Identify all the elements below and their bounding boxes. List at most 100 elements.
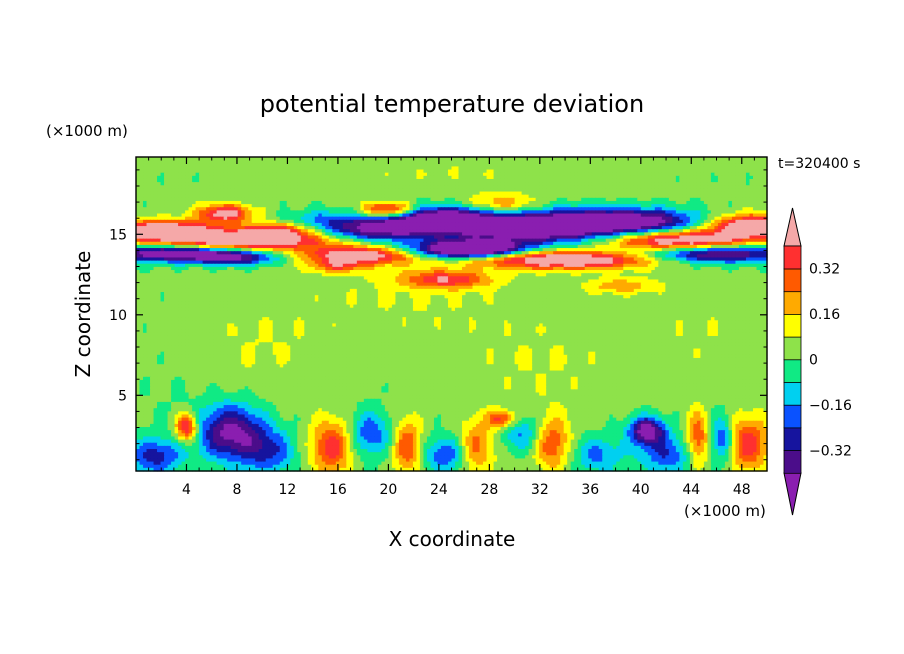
field-cell <box>665 166 670 171</box>
field-cell <box>269 188 274 193</box>
field-cell <box>616 166 621 171</box>
field-cell <box>626 157 631 161</box>
field-cell <box>143 178 148 183</box>
field-cell <box>651 166 656 171</box>
field-cell <box>367 175 372 180</box>
field-cell <box>447 191 453 196</box>
field-cell <box>640 191 645 196</box>
field-cell <box>150 157 155 161</box>
field-cell <box>511 163 516 168</box>
field-cell <box>724 157 730 161</box>
field-cell <box>342 172 347 177</box>
field-cell <box>637 169 642 174</box>
field-cell <box>164 163 169 168</box>
field-cell <box>388 157 393 161</box>
field-cell <box>188 157 193 161</box>
field-cell <box>532 163 537 168</box>
field-cell <box>195 178 200 183</box>
field-cell <box>759 175 765 180</box>
field-cell <box>763 178 768 183</box>
chart-title: potential temperature deviation <box>260 90 644 118</box>
field-cell <box>244 172 249 177</box>
field-cell <box>206 182 211 186</box>
field-cell <box>440 160 446 164</box>
field-cell <box>332 182 337 186</box>
field-cell <box>556 182 561 186</box>
field-cell <box>616 185 621 189</box>
field-cell <box>728 178 733 183</box>
field-cell <box>738 166 744 171</box>
field-cell <box>542 157 547 161</box>
field-cell <box>668 157 673 161</box>
field-cell <box>293 178 298 183</box>
field-cell <box>447 166 453 171</box>
field-cell <box>370 175 375 180</box>
field-cell <box>321 172 326 177</box>
field-cell <box>609 188 614 193</box>
field-cell <box>136 185 141 189</box>
field-cell <box>209 175 214 180</box>
field-cell <box>171 172 176 177</box>
field-cell <box>595 185 600 189</box>
field-cell <box>598 182 603 186</box>
field-cell <box>749 163 754 168</box>
field-cell <box>598 178 603 183</box>
field-cell <box>567 169 572 174</box>
field-cell <box>661 188 666 193</box>
field-cell <box>342 169 347 174</box>
field-cell <box>174 157 179 161</box>
field-cell <box>588 191 593 196</box>
field-cell <box>553 185 558 189</box>
field-cell <box>619 191 624 196</box>
field-cell <box>157 157 162 161</box>
field-cell <box>518 172 523 177</box>
field-cell <box>374 157 379 161</box>
field-cell <box>479 166 484 171</box>
field-cell <box>244 188 249 193</box>
field-cell <box>563 169 568 174</box>
field-cell <box>640 169 645 174</box>
field-cell <box>150 185 155 189</box>
field-cell <box>440 188 446 193</box>
field-cell <box>525 182 530 186</box>
field-cell <box>248 185 253 189</box>
field-cell <box>241 169 246 174</box>
field-cell <box>167 188 172 193</box>
field-cell <box>514 169 519 174</box>
field-cell <box>199 166 204 171</box>
field-cell <box>707 175 712 180</box>
field-cell <box>297 182 302 186</box>
field-cell <box>153 185 158 189</box>
field-cell <box>353 163 358 168</box>
field-cell <box>490 185 495 189</box>
field-cell <box>458 178 463 183</box>
field-cell <box>605 182 610 186</box>
field-cell <box>546 185 551 189</box>
field-cell <box>549 172 554 177</box>
field-cell <box>546 169 551 174</box>
field-cell <box>346 175 351 180</box>
field-cell <box>721 185 726 189</box>
field-cell <box>749 157 754 161</box>
field-cell <box>546 191 551 196</box>
field-cell <box>276 191 281 196</box>
field-cell <box>525 166 530 171</box>
field-cell <box>605 172 610 177</box>
field-cell <box>525 160 530 164</box>
field-cell <box>237 188 242 193</box>
field-cell <box>234 166 239 171</box>
field-cell <box>139 157 144 161</box>
field-cell <box>405 175 411 180</box>
field-cell <box>518 178 523 183</box>
field-cell <box>216 175 221 180</box>
field-cell <box>465 172 470 177</box>
field-cell <box>297 172 302 177</box>
field-cell <box>612 185 617 189</box>
field-cell <box>360 163 365 168</box>
field-cell <box>763 163 768 168</box>
field-cell <box>560 157 565 161</box>
field-cell <box>395 169 400 174</box>
field-cell <box>668 166 673 171</box>
field-cell <box>402 172 407 177</box>
field-cell <box>430 166 435 171</box>
